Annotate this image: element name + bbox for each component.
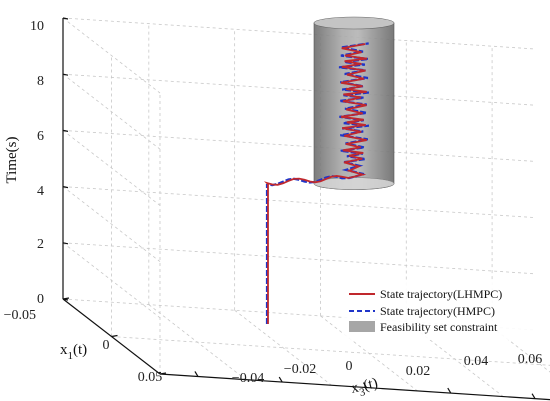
x1-tick-mark [111, 334, 118, 338]
grid-line [62, 186, 161, 262]
grid-line [62, 298, 536, 331]
z-tick-mark [62, 242, 69, 245]
grid-line [234, 309, 332, 386]
grid-line [62, 186, 536, 218]
grid-line [62, 130, 536, 162]
z-tick-label: 8 [37, 74, 44, 89]
legend-swatch-constraint [349, 321, 375, 332]
x1-tick-mark [62, 297, 70, 300]
x3-tick-label: 0.04 [464, 354, 489, 369]
x3-tick-label: 0.02 [406, 364, 431, 379]
legend: State trajectory(LHMPC) State trajectory… [342, 282, 534, 340]
x3-tick-mark [447, 387, 452, 394]
x3-tick-label: 0 [346, 359, 353, 374]
series-line-lhmpc [263, 43, 368, 324]
x3-tick-label: −0.02 [284, 362, 316, 377]
z-tick-label: 4 [37, 184, 44, 199]
z-tick-mark [62, 186, 69, 189]
x1-tick-mark [159, 372, 167, 375]
x1-tick-label: −0.05 [4, 308, 36, 323]
z-tick-label: 10 [30, 19, 44, 34]
legend-label-constraint: Feasibility set constraint [380, 320, 498, 334]
z-tick-mark [62, 17, 69, 20]
x3-tick-mark [278, 376, 283, 383]
grid-line [62, 73, 536, 106]
x3-tick-mark [194, 371, 199, 377]
x3-tick-label: −0.04 [232, 371, 264, 386]
grid-line [62, 242, 536, 275]
x3-axis-label: x3(t) [349, 375, 380, 401]
x1-tick-label: 0 [103, 338, 110, 353]
legend-label-hmpc: State trajectory(HMPC) [380, 304, 495, 318]
grid-line [62, 17, 161, 94]
x3-tick-mark [362, 382, 368, 388]
z-tick-label: 0 [37, 292, 44, 307]
axes-frame [62, 17, 550, 401]
trajectories [263, 42, 370, 324]
x3-tick-label: 0.06 [518, 352, 543, 367]
z-tick-label: 6 [37, 129, 44, 144]
x3-axis-line [159, 373, 550, 401]
x1-tick-label: 0.05 [138, 370, 163, 385]
cylinder-top [313, 16, 395, 30]
z-tick-label: 2 [37, 237, 44, 252]
legend-label-lhmpc: State trajectory(LHMPC) [380, 287, 502, 301]
grid-line [62, 17, 536, 50]
x1-axis-label: x1(t) [60, 342, 87, 362]
z-tick-mark [62, 73, 69, 76]
grid-lines [62, 17, 550, 401]
z-tick-mark [62, 129, 69, 132]
z-axis-label: Time(s) [4, 137, 20, 184]
feasibility-cylinder [313, 16, 395, 190]
x3-tick-mark [531, 393, 536, 399]
grid-line [111, 336, 550, 366]
